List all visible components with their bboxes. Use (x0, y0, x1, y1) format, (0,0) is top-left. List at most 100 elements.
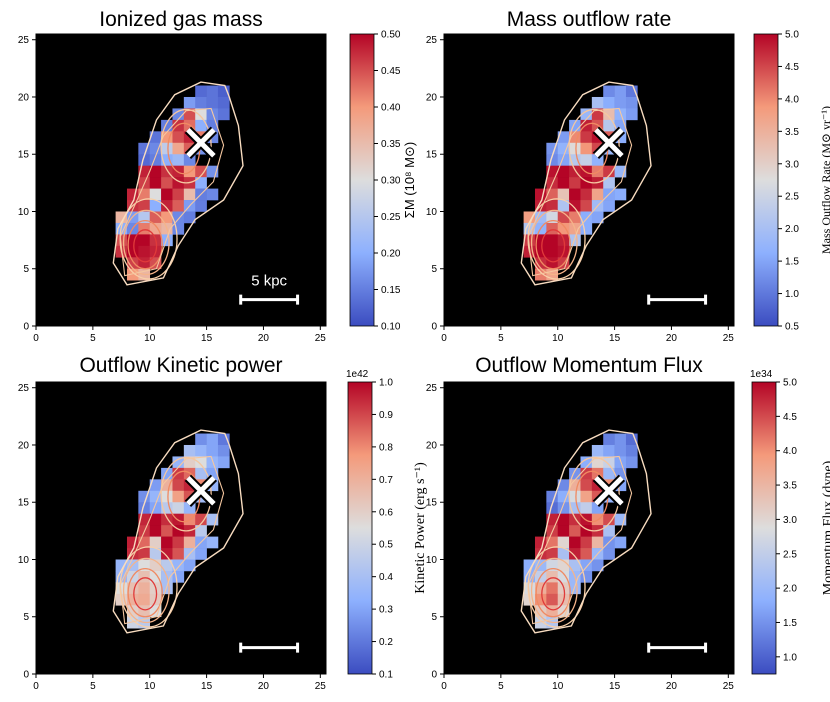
contour-line (122, 557, 170, 624)
heatmap-cell (206, 433, 219, 446)
heatmap-cell (534, 268, 547, 281)
heatmap-cell (546, 165, 559, 178)
heatmap-cell (138, 165, 151, 178)
heatmap-cell (557, 525, 570, 537)
heatmap-cell (546, 142, 559, 155)
heatmap-cell (161, 513, 173, 526)
panel-3: Outflow Kinetic power 0 5 10 15 20 25 0 5 10 15 20 2… (18, 354, 428, 692)
contour-line (127, 220, 163, 270)
colorbar-tick-label: 0.6 (379, 507, 393, 518)
heatmap-cell (546, 222, 559, 235)
heatmap-cell (206, 513, 219, 526)
heatmap-cell (195, 525, 207, 537)
heatmap-cell (591, 188, 604, 201)
colorbar (751, 381, 777, 675)
heatmap-cell (614, 85, 627, 98)
heatmap-cell (569, 582, 581, 595)
heatmap-cell (172, 559, 185, 572)
heatmap-cell (534, 188, 547, 201)
colorbar-tick-label: 3.5 (783, 481, 797, 492)
position-marker (594, 128, 624, 158)
colorbar-tick-label: 0.2 (379, 637, 393, 648)
heatmap-cell (569, 513, 581, 526)
heatmap-cell (614, 513, 627, 526)
x-tick-label: 20 (666, 681, 678, 692)
y-tick-label: 0 (23, 322, 29, 333)
heatmap-cell (183, 502, 196, 514)
contour-outline (112, 429, 244, 634)
heatmap-cell (195, 119, 207, 132)
x-tick-label: 15 (201, 333, 213, 344)
heatmap-cell (569, 548, 581, 560)
colorbar-tick-label: 4.5 (783, 412, 797, 423)
heatmap-cell (115, 234, 128, 247)
colorbar (349, 33, 375, 327)
heatmap-cell (546, 154, 559, 166)
panel-2: Mass outflow rate 0 5 10 15 20 25 0 5 10 15 20 25 0.5… (426, 8, 830, 344)
heatmap-cell (614, 456, 627, 469)
heatmap-cell (580, 559, 593, 572)
heatmap-cell (557, 177, 570, 189)
colorbar-tick-label: 2.5 (783, 549, 797, 560)
heatmap-cell (183, 456, 196, 469)
heatmap-cell (138, 154, 151, 166)
heatmap-cell (183, 96, 196, 109)
contour-line (568, 456, 620, 532)
heatmap-cell (614, 536, 627, 549)
heatmap-cell (625, 433, 638, 446)
contour-line (530, 209, 578, 276)
y-tick-label: 15 (18, 150, 30, 161)
heatmap-cell (614, 444, 627, 457)
heatmap-cell (183, 536, 196, 549)
heatmap-cell (161, 131, 173, 144)
colorbar-label: Momentum Flux (dyne) (821, 460, 830, 595)
heatmap-cell (534, 245, 547, 258)
heatmap-cell (149, 525, 162, 537)
heatmap-cell (625, 444, 638, 457)
y-tick-label: 15 (426, 150, 438, 161)
heatmap-cell (206, 96, 219, 109)
heatmap-cell (557, 200, 570, 212)
heatmap-cell (569, 234, 581, 247)
heatmap-cell (161, 467, 173, 480)
panel-4: Outflow Momentum Flux 0 5 10 15 20 25 0 5 10 15 20 2… (426, 354, 830, 692)
heatmap-cell (172, 211, 185, 224)
colorbar-tick-label: 4.0 (783, 446, 797, 457)
heatmap-cell (206, 85, 219, 98)
heatmap-cell (591, 444, 604, 457)
colorbar-tick-label: 0.45 (381, 66, 401, 77)
heatmap-cell (115, 211, 128, 224)
contour-line (160, 456, 212, 532)
heatmap-cell (172, 525, 185, 537)
heatmap-cell (172, 548, 185, 560)
axes-frame (443, 33, 735, 327)
y-tick-label: 25 (426, 35, 438, 46)
heatmap-cell (580, 502, 593, 514)
heatmap-cell (161, 142, 173, 155)
heatmap-cell (161, 211, 173, 224)
heatmap-cell (546, 490, 559, 503)
colorbar-tick-label: 0.40 (381, 103, 401, 114)
heatmap-cell (183, 188, 196, 201)
heatmap-cell (161, 536, 173, 549)
heatmap-cell (126, 536, 139, 549)
y-tick-label: 5 (23, 264, 29, 275)
heatmap-cell (569, 142, 581, 155)
position-marker (594, 476, 624, 506)
colorbar-tick-label: 0.10 (381, 322, 401, 333)
x-tick-label: 20 (258, 333, 270, 344)
heatmap-cell (625, 108, 638, 121)
heatmap-cell (569, 559, 581, 572)
heatmap-cell (126, 605, 139, 618)
contour-line (127, 568, 163, 618)
colorbar-tick-label: 0.4 (379, 572, 393, 583)
heatmap-cell (138, 548, 151, 560)
heatmap-cell (569, 165, 581, 178)
panel-1: Ionized gas mass 5 kpc 0 5 10 15 20 25 0 5 10 15 20 2… (18, 8, 417, 344)
heatmap-cell (569, 536, 581, 549)
heatmap-cell (580, 108, 593, 121)
heatmap-cell (625, 456, 638, 469)
y-tick-label: 10 (426, 555, 438, 566)
colorbar-tick-label: 0.25 (381, 212, 401, 223)
heatmap-cell (149, 502, 162, 514)
